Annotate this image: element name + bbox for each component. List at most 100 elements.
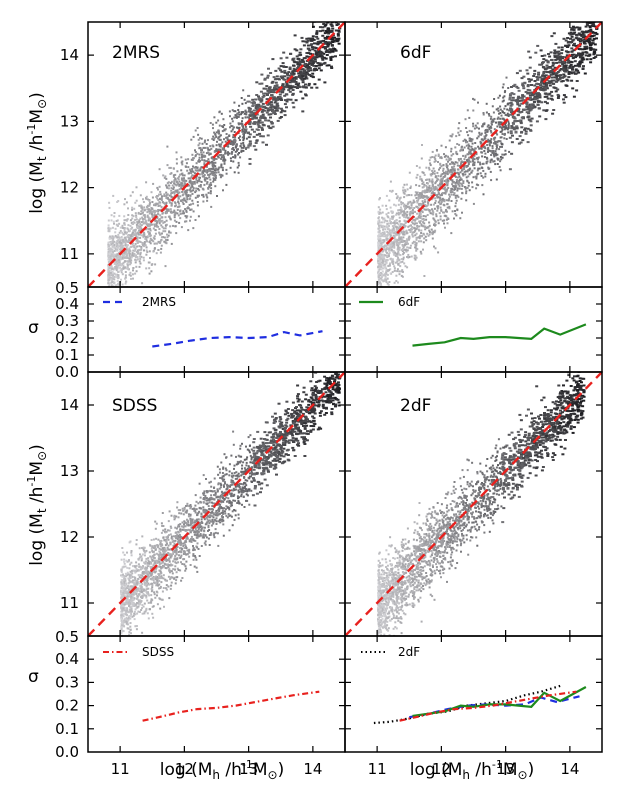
scatter-point — [311, 72, 315, 75]
scatter-point — [401, 202, 404, 205]
scatter-point — [535, 94, 539, 96]
scatter-point — [283, 99, 287, 102]
scatter-point — [136, 258, 139, 261]
scatter-point — [222, 156, 225, 159]
scatter-point — [433, 160, 436, 163]
scatter-point — [379, 299, 381, 301]
scatter-point — [160, 199, 163, 201]
scatter-point — [422, 171, 425, 174]
scatter-point — [477, 135, 480, 138]
scatter-point — [122, 233, 125, 236]
scatter-point — [225, 133, 228, 135]
scatter-point — [589, 58, 593, 61]
scatter-point — [157, 225, 160, 228]
scatter-point — [538, 76, 542, 79]
scatter-point — [184, 220, 186, 223]
scatter-point — [471, 181, 474, 184]
scatter-point — [473, 98, 476, 101]
scatter-point — [462, 182, 465, 185]
scatter-point — [423, 183, 426, 186]
scatter-point — [571, 68, 574, 71]
scatter-point — [232, 139, 235, 142]
scatter-point — [383, 265, 386, 268]
scatter-point — [398, 216, 401, 219]
scatter-point — [165, 219, 168, 222]
scatter-point — [435, 179, 438, 182]
scatter-point — [218, 145, 221, 148]
scatter-point — [182, 203, 185, 205]
scatter-point — [184, 199, 187, 202]
scatter-point — [142, 198, 144, 201]
scatter-point — [134, 228, 137, 231]
scatter-point — [197, 169, 200, 172]
scatter-point — [487, 167, 490, 170]
scatter-point — [194, 219, 197, 221]
scatter-point — [215, 158, 218, 160]
scatter-point — [109, 235, 112, 238]
scatter-point — [499, 169, 502, 172]
scatter-point — [175, 162, 178, 165]
scatter-point — [377, 278, 380, 281]
scatter-point — [142, 256, 145, 259]
scatter-point — [160, 206, 163, 209]
scatter-point — [206, 196, 209, 199]
scatter-point — [429, 190, 432, 192]
scatter-point — [132, 215, 135, 218]
scatter-point — [288, 87, 292, 90]
scatter-point — [421, 191, 424, 194]
scatter-point — [568, 66, 572, 69]
scatter-point — [107, 260, 110, 263]
scatter-point — [179, 209, 182, 212]
scatter-point — [592, 23, 596, 26]
scatter-point — [329, 59, 333, 61]
scatter-point — [524, 91, 528, 93]
scatter-point — [231, 120, 234, 123]
scatter-point — [165, 242, 168, 245]
scatter-point — [327, 31, 331, 34]
scatter-point — [331, 41, 334, 43]
scatter-point — [136, 225, 139, 228]
scatter-point — [578, 61, 582, 64]
scatter-point — [423, 219, 426, 222]
scatter-point — [494, 140, 497, 143]
scatter-point — [441, 172, 444, 175]
scatter-point — [121, 231, 124, 234]
scatter-point — [591, 42, 595, 45]
scatter-point — [575, 54, 579, 57]
scatter-point — [147, 228, 150, 231]
scatter-point — [445, 218, 448, 221]
scatter-point — [406, 232, 409, 235]
scatter-point — [477, 156, 480, 159]
scatter-point — [243, 112, 246, 115]
scatter-point — [418, 194, 421, 197]
scatter-point — [213, 169, 216, 172]
scatter-point — [217, 167, 220, 170]
scatter-point — [435, 187, 438, 190]
scatter-point — [283, 94, 287, 97]
scatter-point — [454, 181, 457, 184]
scatter-point — [311, 63, 314, 66]
scatter-point — [313, 49, 317, 52]
scatter-point — [380, 293, 382, 295]
scatter-point — [111, 254, 114, 257]
scatter-point — [258, 132, 262, 135]
scatter-point — [553, 49, 557, 52]
scatter-point — [472, 176, 475, 179]
scatter-point — [389, 272, 392, 275]
scatter-point — [148, 272, 151, 275]
scatter-point — [272, 96, 276, 99]
scatter-point — [526, 127, 530, 130]
scatter-point — [146, 206, 149, 208]
scatter-point — [307, 55, 311, 58]
scatter-point — [386, 282, 389, 285]
scatter-point — [230, 130, 233, 133]
scatter-point — [109, 278, 112, 281]
scatter-point — [109, 240, 112, 243]
scatter-point — [465, 176, 468, 179]
scatter-point — [460, 178, 463, 181]
scatter-point — [493, 137, 495, 140]
scatter-point — [587, 41, 591, 44]
scatter-point — [301, 68, 305, 71]
scatter-point — [543, 87, 547, 90]
scatter-point — [487, 149, 490, 152]
